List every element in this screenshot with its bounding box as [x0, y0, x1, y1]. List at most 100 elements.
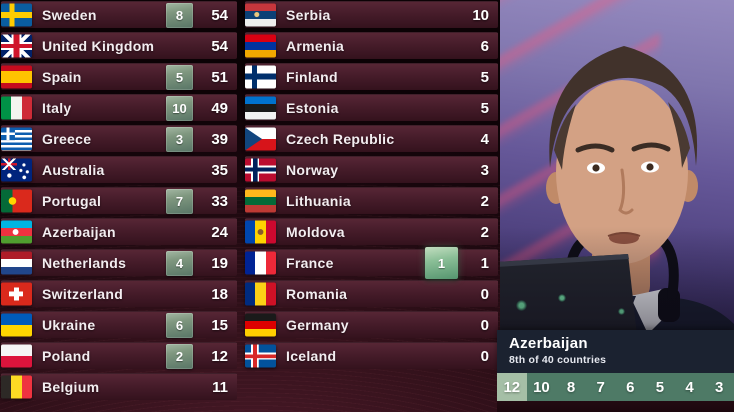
voting-info-panel: Azerbaijan 8th of 40 countries 12 10 8 7 6 5 4…	[497, 330, 734, 412]
country-name: Switzerland	[42, 286, 124, 302]
points-received-badge: 6	[166, 312, 193, 338]
points-strip: 12 10 8 7 6 5 4 3	[497, 373, 734, 401]
scoreboard-row-spain: Spain 5 51	[1, 63, 237, 90]
total-score: 6	[480, 37, 489, 55]
total-score: 49	[211, 99, 228, 117]
flag-greece-icon	[1, 127, 32, 151]
flag-spain-icon	[1, 65, 32, 89]
country-name: Belgium	[42, 379, 100, 395]
scoreboard-row-moldova: Moldova 2	[245, 218, 498, 245]
points-strip-cell-10: 10	[533, 378, 550, 396]
country-name: Armenia	[286, 38, 345, 54]
country-name: Greece	[42, 131, 92, 147]
scoreboard-row-ukraine: Ukraine 6 15	[1, 311, 237, 338]
flag-azerbaijan-icon	[1, 220, 32, 244]
points-received-badge: 7	[166, 188, 193, 214]
flag-netherlands-icon	[1, 251, 32, 275]
total-score: 3	[480, 161, 489, 179]
points-strip-cell-4: 4	[685, 378, 694, 396]
country-name: Poland	[42, 348, 91, 364]
points-received-badge: 8	[166, 2, 193, 28]
points-received-badge: 2	[166, 343, 193, 369]
flag-armenia-icon	[245, 34, 276, 58]
country-name: Czech Republic	[286, 131, 395, 147]
country-name: Lithuania	[286, 193, 351, 209]
total-score: 0	[480, 285, 489, 303]
scoreboard-row-estonia: Estonia 5	[245, 94, 498, 121]
flag-finland-icon	[245, 65, 276, 89]
scoreboard-row-belgium: Belgium 11	[1, 373, 237, 400]
flag-moldova-icon	[245, 220, 276, 244]
scoreboard-row-italy: Italy 10 49	[1, 94, 237, 121]
total-score: 4	[480, 130, 489, 148]
country-name: Norway	[286, 162, 339, 178]
flag-poland-icon	[1, 344, 32, 368]
scoreboard-row-france: France 1 1	[245, 247, 498, 279]
flag-sweden-icon	[1, 3, 32, 27]
scoreboard-row-lithuania: Lithuania 2	[245, 187, 498, 214]
country-name: Romania	[286, 286, 348, 302]
scoreboard-row-australia: Australia 35	[1, 156, 237, 183]
strip-shadow	[497, 401, 734, 412]
points-strip-cell-3: 3	[715, 378, 724, 396]
country-name: Italy	[42, 100, 72, 116]
points-received-badge: 5	[166, 64, 193, 90]
flag-australia-icon	[1, 158, 32, 182]
total-score: 54	[211, 37, 228, 55]
scoreboard-row-united-kingdom: United Kingdom 54	[1, 32, 237, 59]
flag-ukraine-icon	[1, 313, 32, 337]
country-name: Iceland	[286, 348, 337, 364]
country-name: Australia	[42, 162, 105, 178]
flag-serbia-icon	[245, 3, 276, 27]
scoreboard-row-romania: Romania 0	[245, 280, 498, 307]
flag-lithuania-icon	[245, 189, 276, 213]
scoreboard-row-switzerland: Switzerland 18	[1, 280, 237, 307]
total-score: 24	[211, 223, 228, 241]
total-score: 0	[480, 316, 489, 334]
scoreboard-row-portugal: Portugal 7 33	[1, 187, 237, 214]
scoreboard-row-azerbaijan: Azerbaijan 24	[1, 218, 237, 245]
country-name: France	[286, 255, 334, 271]
total-score: 51	[211, 68, 228, 86]
scoreboard-row-finland: Finland 5	[245, 63, 498, 90]
total-score: 54	[211, 6, 228, 24]
total-score: 10	[472, 6, 489, 24]
flag-estonia-icon	[245, 96, 276, 120]
scoreboard-row-germany: Germany 0	[245, 311, 498, 338]
country-name: Ukraine	[42, 317, 96, 333]
scoreboard-row-serbia: Serbia 10	[245, 1, 498, 28]
total-score: 2	[480, 192, 489, 210]
scoreboard-row-greece: Greece 3 39	[1, 125, 237, 152]
scoreboard-row-netherlands: Netherlands 4 19	[1, 249, 237, 276]
points-received-badge: 1	[425, 247, 458, 279]
total-score: 2	[480, 223, 489, 241]
country-name: Portugal	[42, 193, 102, 209]
country-name: Spain	[42, 69, 82, 85]
total-score: 18	[211, 285, 228, 303]
country-name: Estonia	[286, 100, 339, 116]
total-score: 1	[480, 254, 489, 272]
flag-belgium-icon	[1, 375, 32, 399]
country-name: Serbia	[286, 7, 331, 23]
total-score: 15	[211, 316, 228, 334]
points-received-badge: 4	[166, 250, 193, 276]
scoreboard-column-left: Sweden 8 54 United Kingdom 54 Spain 5 51 Italy 10…	[1, 1, 237, 404]
country-name: Netherlands	[42, 255, 127, 271]
total-score: 11	[212, 378, 228, 396]
total-score: 5	[480, 68, 489, 86]
voting-country-box: Azerbaijan 8th of 40 countries	[497, 330, 734, 373]
flag-united-kingdom-icon	[1, 34, 32, 58]
points-strip-cell-12: 12	[497, 373, 527, 401]
country-name: Germany	[286, 317, 349, 333]
total-score: 5	[480, 99, 489, 117]
points-received-badge: 10	[166, 95, 193, 121]
scoreboard-row-armenia: Armenia 6	[245, 32, 498, 59]
flag-germany-icon	[245, 313, 276, 337]
flag-portugal-icon	[1, 189, 32, 213]
flag-romania-icon	[245, 282, 276, 306]
points-strip-cell-7: 7	[596, 378, 605, 396]
total-score: 0	[480, 347, 489, 365]
total-score: 12	[211, 347, 228, 365]
country-name: United Kingdom	[42, 38, 155, 54]
